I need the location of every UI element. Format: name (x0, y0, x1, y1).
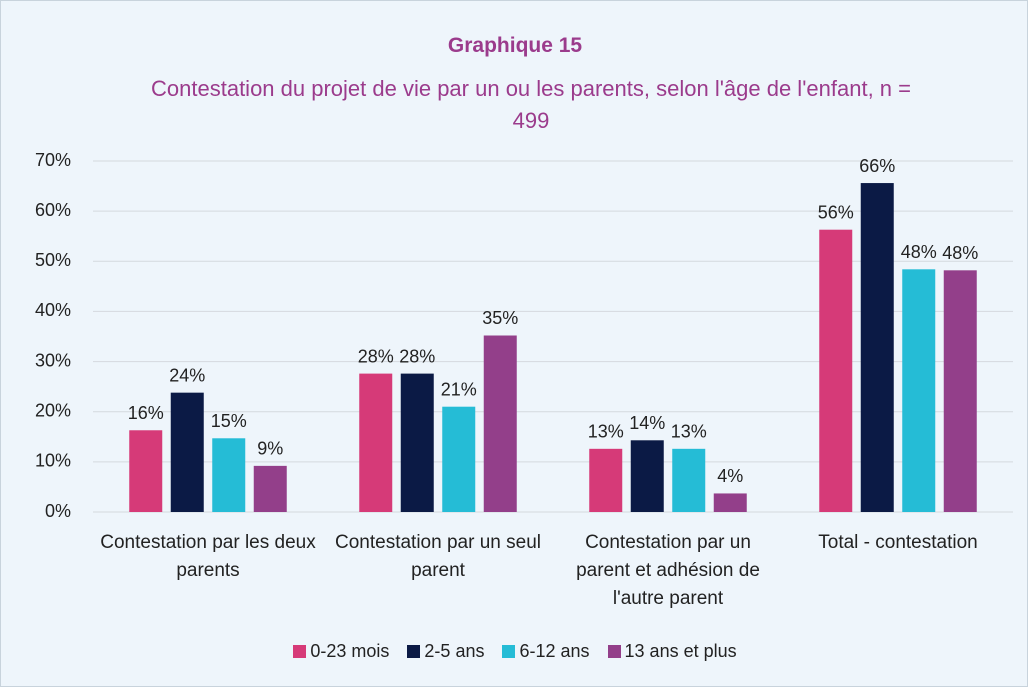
y-tick-label: 20% (35, 400, 71, 420)
legend-label: 13 ans et plus (624, 641, 737, 661)
legend: 0-23 mois 2-5 ans 6-12 ans 13 ans et plus (1, 641, 1027, 662)
bar (483, 335, 517, 512)
y-tick-label: 50% (35, 250, 71, 270)
legend-item: 0-23 mois (293, 641, 389, 662)
bar (253, 465, 287, 512)
data-label: 4% (717, 466, 743, 486)
bar (129, 430, 163, 512)
data-label: 24% (169, 365, 205, 385)
legend-swatch (502, 645, 516, 658)
data-label: 28% (358, 346, 394, 366)
data-label: 28% (399, 346, 435, 366)
bar (713, 493, 747, 512)
data-label: 13% (671, 422, 707, 442)
bar (630, 440, 664, 512)
bar (943, 270, 977, 512)
y-tick-label: 30% (35, 350, 71, 370)
bar (442, 406, 476, 512)
chart-title: Graphique 15 (447, 34, 583, 57)
bar (589, 448, 623, 512)
legend-label: 0-23 mois (310, 641, 390, 661)
legend-swatch (293, 645, 307, 658)
y-tick-label: 0% (45, 501, 71, 521)
data-label: 66% (859, 156, 895, 176)
y-tick-label: 10% (35, 451, 71, 471)
x-tick-label: Total - contestation (818, 532, 978, 553)
chart-subtitle: Contestation du projet de vie par un ou … (151, 76, 911, 133)
y-tick-label: 70% (35, 150, 71, 170)
legend-item: 2-5 ans (407, 641, 484, 662)
bar (902, 269, 936, 512)
data-label: 48% (942, 243, 978, 263)
data-label: 16% (128, 403, 164, 423)
legend-item: 13 ans et plus (607, 641, 737, 662)
data-label: 56% (818, 202, 854, 222)
data-label: 21% (441, 379, 477, 399)
bar (400, 373, 434, 512)
data-label: 48% (901, 242, 937, 262)
legend-swatch (607, 645, 621, 658)
bar (860, 183, 894, 512)
legend-label: 6-12 ans (519, 641, 590, 661)
x-tick-label: Contestation par un parent et adhésion d… (576, 532, 760, 609)
bar (819, 229, 853, 512)
data-label: 13% (588, 422, 624, 442)
x-tick-label: Contestation par les deux parents (100, 532, 316, 581)
data-label: 9% (257, 439, 283, 459)
legend-item: 6-12 ans (502, 641, 590, 662)
data-label: 15% (211, 411, 247, 431)
legend-swatch (407, 645, 421, 658)
bar (170, 392, 204, 512)
y-tick-label: 60% (35, 200, 71, 220)
bar (359, 373, 393, 512)
x-tick-label: Contestation par un seul parent (335, 532, 541, 581)
y-tick-label: 40% (35, 300, 71, 320)
bar (212, 438, 246, 512)
data-label: 35% (482, 308, 518, 328)
data-label: 14% (629, 413, 665, 433)
legend-label: 2-5 ans (424, 641, 485, 661)
bar (672, 448, 706, 512)
